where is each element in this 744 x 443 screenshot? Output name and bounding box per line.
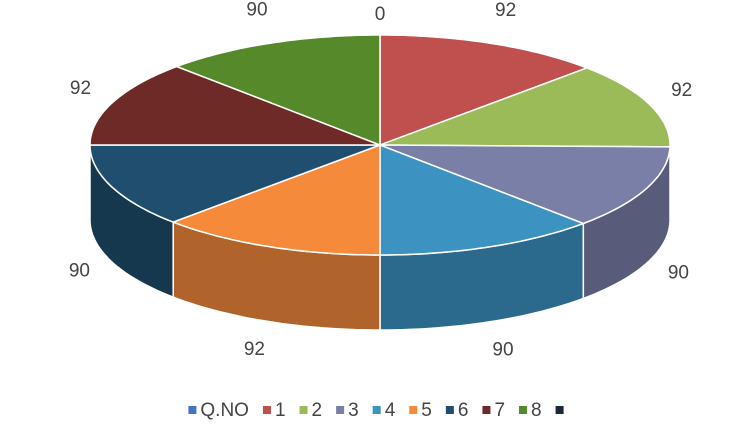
legend: Q.NO 1 2 3 4 5 6 7 8 — [188, 400, 564, 421]
legend-label: 2 — [312, 400, 323, 421]
slice — [89, 65, 381, 146]
slice — [89, 144, 381, 223]
legend-marker — [519, 406, 528, 414]
legend-marker — [188, 406, 197, 414]
legend-label: 8 — [531, 400, 542, 421]
data-label: 90 — [246, 0, 267, 21]
slice — [379, 143, 586, 256]
legend-marker — [409, 406, 418, 414]
slice — [174, 34, 381, 147]
legend-marker — [262, 406, 271, 414]
legend-label: Q.NO — [200, 400, 249, 421]
legend-label: 3 — [348, 400, 359, 421]
legend-marker — [336, 406, 345, 414]
data-label: 92 — [671, 80, 692, 101]
legend-label: 7 — [494, 400, 505, 421]
legend-label: 5 — [421, 400, 432, 421]
legend-label: 6 — [458, 400, 469, 421]
legend-marker — [482, 406, 491, 414]
data-label: 92 — [495, 0, 516, 21]
slice — [379, 34, 589, 147]
legend-label: 4 — [385, 400, 396, 421]
legend-marker — [372, 406, 381, 414]
data-label: 92 — [70, 78, 91, 99]
slice — [171, 143, 381, 256]
data-label: 92 — [244, 339, 265, 360]
data-label: 90 — [668, 263, 689, 284]
data-label: 90 — [69, 260, 90, 281]
legend-label: 1 — [275, 400, 286, 421]
legend-marker — [445, 406, 454, 414]
data-label: 90 — [492, 340, 513, 361]
slice — [379, 67, 671, 148]
legend-marker — [299, 406, 308, 414]
slice — [379, 144, 671, 225]
data-label: 0 — [375, 4, 386, 25]
legend-marker — [555, 406, 564, 414]
